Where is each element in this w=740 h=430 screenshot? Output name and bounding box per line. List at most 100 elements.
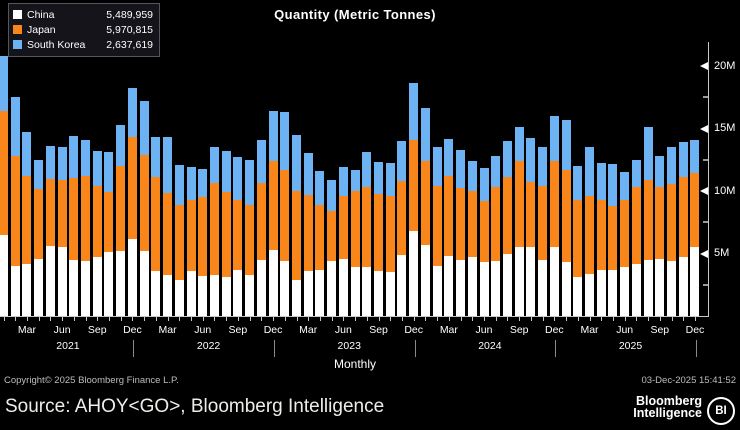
x-tick — [167, 317, 169, 321]
bar-segment-japan — [10, 156, 20, 266]
stacked-bar — [174, 164, 184, 316]
y-tick-minor — [703, 96, 708, 99]
bar-segment-china — [538, 259, 548, 316]
bar-segment-japan — [432, 186, 442, 266]
bar-segment-china — [209, 274, 219, 316]
legend-swatch — [13, 10, 22, 19]
legend-label: Japan — [27, 23, 56, 36]
x-month-label: Sep — [228, 324, 248, 336]
bar-segment-japan — [92, 185, 102, 258]
stacked-bar — [491, 155, 501, 316]
bar-segment-japan — [198, 197, 208, 276]
stacked-bar — [561, 119, 571, 316]
bar-segment-south-korea — [127, 88, 137, 138]
y-tick-label: 10M — [714, 184, 736, 197]
x-tick — [566, 317, 568, 321]
bar-segment-south-korea — [245, 159, 255, 205]
bar-segment-japan — [186, 199, 196, 271]
legend-value: 2,637,619 — [106, 38, 153, 51]
bar-segment-china — [467, 257, 477, 316]
x-tick — [273, 317, 275, 321]
x-tick — [132, 317, 134, 321]
x-month-label: Jun — [475, 324, 493, 336]
bar-segment-china — [81, 261, 91, 316]
bar-segment-china — [151, 271, 161, 316]
bar-segment-china — [315, 269, 325, 316]
stacked-bar — [81, 139, 91, 316]
bar-segment-japan — [209, 183, 219, 275]
bar-segment-china — [116, 251, 126, 316]
x-tick — [659, 317, 661, 321]
stacked-bar — [92, 150, 102, 316]
x-month-label: Mar — [299, 324, 318, 336]
bar-segment-south-korea — [34, 159, 44, 189]
bar-segment-japan — [620, 199, 630, 268]
stacked-bar — [514, 127, 524, 316]
bar-segment-south-korea — [186, 167, 196, 200]
y-tick-label: 20M — [714, 59, 736, 72]
stacked-bar — [280, 112, 290, 316]
bar-segment-china — [233, 269, 243, 316]
bar-segment-china — [409, 231, 419, 316]
bar-segment-japan — [338, 196, 348, 259]
stacked-bar — [209, 147, 219, 316]
x-month-label: Jun — [194, 324, 212, 336]
bi-badge-icon: BI — [707, 397, 735, 425]
stacked-bar — [221, 150, 231, 316]
bar-segment-japan — [690, 172, 700, 248]
bar-segment-china — [268, 249, 278, 316]
x-tick — [519, 317, 521, 321]
stacked-bar — [655, 155, 665, 316]
bar-segment-china — [198, 276, 208, 316]
stacked-bar — [667, 147, 677, 316]
stacked-bar — [538, 147, 548, 316]
x-tick — [448, 317, 450, 321]
x-tick — [3, 317, 5, 321]
bar-segment-china — [292, 279, 301, 316]
bar-segment-china — [432, 266, 442, 316]
x-tick — [413, 317, 415, 321]
stacked-bar — [456, 149, 466, 316]
bar-segment-china — [690, 247, 700, 316]
bar-segment-south-korea — [678, 142, 688, 178]
bar-segment-south-korea — [397, 140, 407, 181]
bar-segment-china — [667, 261, 677, 316]
x-year-separator — [555, 340, 557, 357]
x-tick — [237, 317, 239, 321]
stacked-bar — [268, 110, 278, 316]
x-month-label: Dec — [404, 324, 424, 336]
x-tick — [589, 317, 591, 321]
bar-segment-south-korea — [256, 139, 266, 184]
legend-label: China — [27, 8, 55, 21]
x-month-label: Dec — [544, 324, 564, 336]
x-month-label: Mar — [439, 324, 458, 336]
x-tick — [390, 317, 392, 321]
bar-segment-south-korea — [116, 124, 126, 166]
bar-segment-japan — [573, 199, 583, 278]
bar-segment-china — [280, 261, 290, 316]
x-tick — [261, 317, 263, 321]
bar-segment-china — [573, 277, 583, 316]
bar-segment-japan — [397, 180, 407, 255]
x-month-label: Dec — [263, 324, 283, 336]
bar-segment-china — [303, 271, 313, 316]
bar-segment-japan — [655, 187, 665, 259]
bar-segment-south-korea — [526, 138, 536, 183]
bar-segment-japan — [514, 160, 524, 248]
bar-segment-south-korea — [151, 137, 161, 178]
legend-item: China 5,489,959 — [13, 7, 153, 22]
bar-segment-japan — [34, 188, 44, 259]
bar-segment-china — [362, 267, 372, 316]
bar-segment-south-korea — [22, 132, 32, 176]
bar-segment-japan — [163, 193, 173, 275]
bar-segment-south-korea — [491, 155, 501, 188]
x-month-label: Sep — [650, 324, 670, 336]
bar-segment-south-korea — [198, 168, 208, 198]
x-tick — [308, 317, 310, 321]
bar-segment-japan — [151, 177, 161, 271]
bar-segment-south-korea — [374, 162, 384, 194]
stacked-bar — [385, 163, 395, 316]
brand-line2: Intelligence — [633, 406, 702, 420]
bar-segment-south-korea — [209, 147, 219, 184]
stacked-bar — [303, 153, 313, 316]
